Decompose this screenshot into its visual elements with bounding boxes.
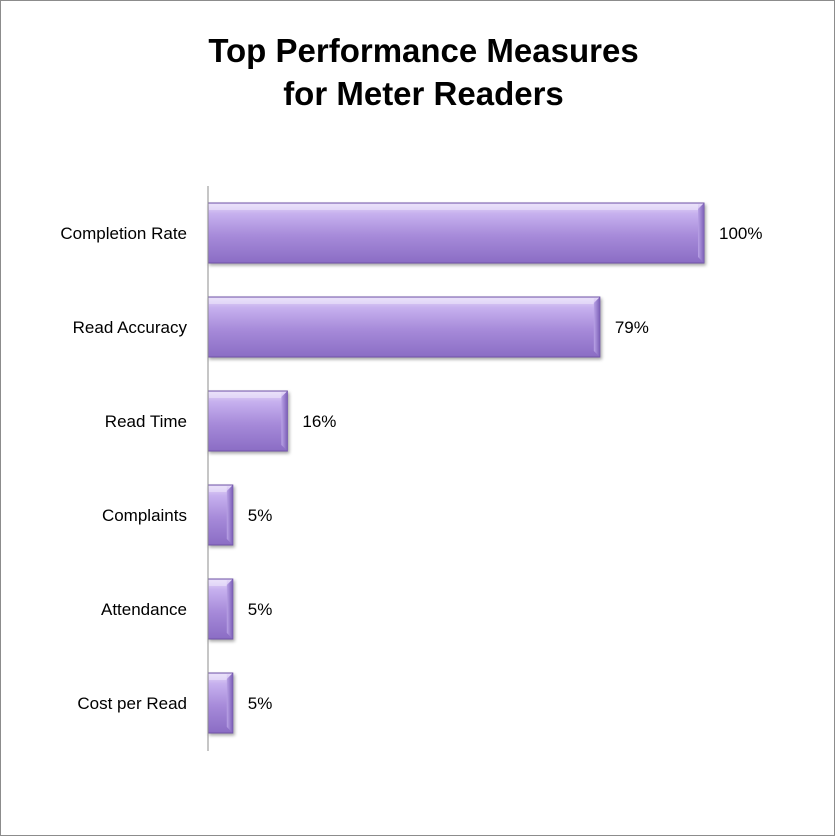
bar-cost-per-read <box>207 672 234 734</box>
bar-attendance <box>207 578 234 640</box>
value-label-cost-per-read: 5% <box>248 694 273 713</box>
bar-body-read-time <box>207 390 288 452</box>
bar-completion-rate <box>207 202 705 264</box>
bar-highlight-completion-rate <box>209 204 698 210</box>
bar-cap-completion-rate <box>698 203 704 263</box>
bar-cap-complaints <box>226 485 233 545</box>
bar-cap-read-time <box>281 391 288 451</box>
bar-body-read-accuracy <box>207 296 601 358</box>
bar-highlight-read-time <box>209 392 282 398</box>
chart-title-line-1: Top Performance Measures <box>208 32 639 69</box>
category-label-read-accuracy: Read Accuracy <box>73 318 188 337</box>
value-label-read-time: 16% <box>302 412 336 431</box>
value-label-read-accuracy: 79% <box>615 318 649 337</box>
labels-layer: Completion Rate 100% Read Accuracy 79% Read … <box>60 224 762 713</box>
bar-cap-cost-per-read <box>226 673 233 733</box>
bar-highlight-attendance <box>209 580 227 586</box>
category-label-completion-rate: Completion Rate <box>60 224 187 243</box>
bar-highlight-cost-per-read <box>209 674 227 680</box>
chart-title-line-2: for Meter Readers <box>283 75 564 112</box>
bar-complaints <box>207 484 234 546</box>
bar-body-completion-rate <box>207 202 705 264</box>
value-label-complaints: 5% <box>248 506 273 525</box>
bar-read-accuracy <box>207 296 601 358</box>
bar-cap-read-accuracy <box>593 297 600 357</box>
category-label-complaints: Complaints <box>102 506 187 525</box>
value-label-attendance: 5% <box>248 600 273 619</box>
bar-read-time <box>207 390 288 452</box>
category-label-read-time: Read Time <box>105 412 187 431</box>
value-label-completion-rate: 100% <box>719 224 762 243</box>
bar-highlight-complaints <box>209 486 227 492</box>
bar-highlight-read-accuracy <box>209 298 594 304</box>
bars-layer <box>207 202 705 734</box>
bar-cap-attendance <box>226 579 233 639</box>
category-label-attendance: Attendance <box>101 600 187 619</box>
chart-title: Top Performance Measures for Meter Reade… <box>1 29 835 115</box>
category-label-cost-per-read: Cost per Read <box>77 694 187 713</box>
